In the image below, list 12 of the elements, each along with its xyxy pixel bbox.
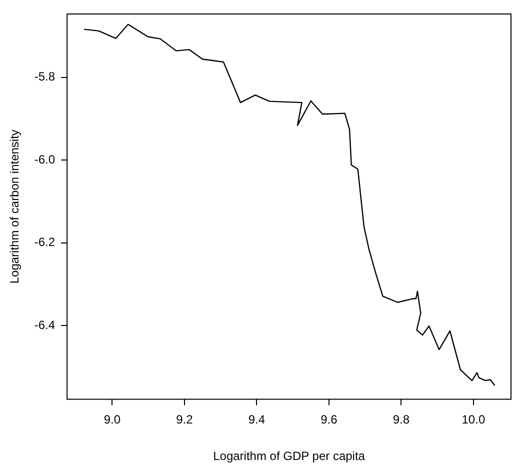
y-tick-label: -6.0 — [34, 152, 56, 166]
y-tick-label: -6.4 — [34, 318, 56, 332]
y-axis-title: Logarithm of carbon intensity — [8, 130, 22, 284]
x-tick-label: 9.4 — [248, 412, 266, 427]
y-tick-label: -6.2 — [34, 235, 56, 250]
x-axis-title: Logarithm of GDP per capita — [213, 449, 366, 464]
x-tick-label: 9.6 — [320, 412, 338, 427]
x-tick-label: 9.8 — [392, 412, 410, 427]
x-tick-label: 9.2 — [176, 412, 194, 427]
x-tick-label: 9.0 — [104, 412, 121, 427]
y-tick-label: -5.8 — [34, 70, 56, 84]
x-tick-label: 10.0 — [462, 412, 486, 427]
